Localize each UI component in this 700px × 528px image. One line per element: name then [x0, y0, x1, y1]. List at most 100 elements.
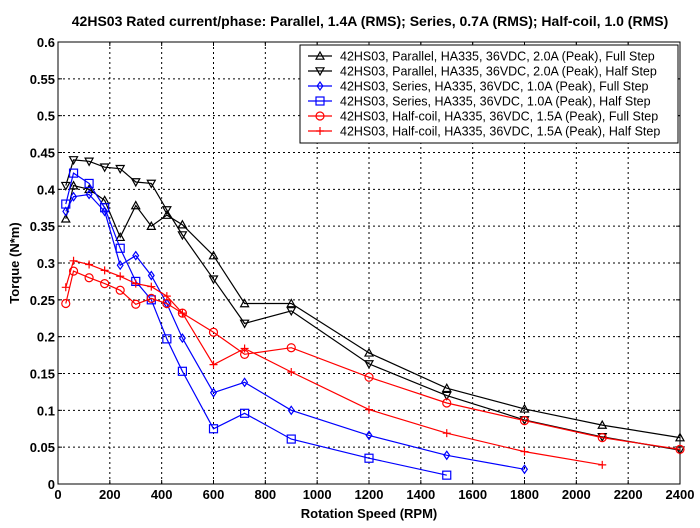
square-marker [208, 424, 219, 434]
plus-marker [316, 127, 324, 135]
y-tick-label: 0.6 [37, 35, 55, 50]
plus-marker [209, 360, 218, 369]
diamond-marker [520, 464, 529, 475]
y-tick-label: 0.55 [30, 72, 55, 87]
x-tick-label: 600 [203, 487, 225, 502]
triangle-down-marker [177, 231, 188, 241]
triangle-down-marker [161, 206, 172, 216]
triangle-up-marker [519, 403, 530, 413]
triangle-up-marker [597, 419, 608, 429]
y-tick-label: 0.5 [37, 109, 55, 124]
x-axis-label: Rotation Speed (RPM) [301, 506, 438, 521]
square-marker [68, 168, 79, 178]
legend-item: 42HS03, Parallel, HA335, 36VDC, 2.0A (Pe… [308, 50, 655, 64]
triangle-up-marker [146, 220, 157, 230]
diamond-marker [241, 377, 249, 388]
triangle-up-marker [177, 219, 188, 229]
series-4 [61, 168, 452, 480]
square-marker [442, 470, 452, 480]
circle-marker [61, 298, 71, 309]
legend-label: 42HS03, Series, HA335, 36VDC, 1.0A (Peak… [340, 80, 649, 94]
legend-label: 42HS03, Parallel, HA335, 36VDC, 2.0A (Pe… [340, 65, 657, 79]
x-tick-label: 2200 [614, 487, 643, 502]
triangle-down-marker [115, 164, 126, 174]
plus-marker [147, 282, 156, 291]
diamond-marker [178, 333, 186, 344]
diamond-marker [101, 206, 109, 217]
series-6 [61, 256, 607, 469]
diamond-marker [70, 191, 78, 202]
square-marker [100, 203, 110, 213]
y-tick-label: 0.4 [37, 182, 56, 197]
triangle-up-marker [363, 347, 375, 357]
triangle-up-marker [208, 250, 219, 260]
plus-marker [178, 309, 187, 318]
triangle-up-marker [68, 180, 79, 190]
series-line [65, 260, 603, 466]
series-line [65, 184, 681, 439]
triangle-up-marker [314, 50, 326, 60]
x-axis: 0 200 400 600 800 1000 1200 1400 1600 1800 2000 220… [54, 42, 694, 502]
legend-item: 42HS03, Series, HA335, 36VDC, 1.0A (Peak… [308, 80, 649, 94]
circle-marker [519, 416, 530, 426]
square-marker [240, 408, 250, 418]
triangle-down-marker [314, 67, 326, 77]
chart-title: 42HS03 Rated current/phase: Parallel, 1.… [72, 13, 668, 29]
y-tick-label: 0.35 [30, 219, 55, 234]
square-marker [286, 434, 296, 444]
y-tick-label: 0.3 [37, 256, 55, 271]
y-tick-label: 0.05 [30, 440, 55, 455]
triangle-down-marker [239, 319, 250, 329]
triangle-down-marker [674, 446, 686, 456]
x-tick-label: 400 [151, 487, 173, 502]
diamond-marker [116, 260, 124, 271]
y-tick-label: 0.15 [30, 367, 55, 382]
triangle-down-marker [68, 156, 79, 166]
triangle-up-marker [239, 298, 250, 308]
triangle-up-marker [286, 298, 297, 308]
plus-marker [131, 279, 140, 288]
square-marker [84, 178, 94, 189]
x-tick-label: 1000 [303, 487, 332, 502]
y-tick-label: 0.1 [37, 403, 55, 418]
y-tick-label: 0.45 [30, 146, 55, 161]
x-tick-label: 2000 [562, 487, 591, 502]
circle-marker [597, 432, 607, 443]
x-tick-label: 1200 [355, 487, 384, 502]
x-tick-label: 200 [99, 487, 121, 502]
legend-label: 42HS03, Half-coil, HA335, 36VDC, 1.5A (P… [340, 125, 660, 139]
legend: 42HS03, Parallel, HA335, 36VDC, 2.0A (Pe… [299, 44, 679, 144]
diamond-marker [132, 250, 140, 261]
legend-item: 42HS03, Parallel, HA335, 36VDC, 2.0A (Pe… [308, 65, 657, 79]
legend-item: 42HS03, Half-coil, HA335, 36VDC, 1.5A (P… [308, 125, 660, 139]
triangle-down-marker [441, 391, 452, 401]
triangle-down-marker [286, 307, 297, 317]
y-axis-label: Torque (N*m) [7, 222, 22, 303]
circle-marker [84, 273, 94, 283]
y-tick-label: 0 [48, 477, 55, 492]
x-tick-label: 0 [54, 487, 61, 502]
triangle-down-marker [130, 178, 141, 188]
plus-marker [100, 266, 109, 275]
legend-box [299, 44, 679, 144]
circle-marker [442, 398, 452, 408]
diamond-marker [365, 430, 373, 441]
circle-marker [115, 285, 125, 295]
y-axis: 0 0.05 0.1 0.15 0.2 0.25 0.3 0.35 0.4 0.45 0.5 0.55… [30, 35, 680, 492]
diamond-marker [209, 387, 218, 398]
triangle-down-marker [146, 179, 157, 189]
square-marker [177, 366, 187, 376]
triangle-down-marker [84, 157, 95, 167]
plus-marker [365, 405, 373, 414]
x-tick-label: 2400 [666, 487, 695, 502]
circle-marker [146, 293, 156, 303]
square-marker [364, 453, 374, 463]
diamond-marker [85, 189, 93, 200]
x-tick-label: 800 [254, 487, 276, 502]
triangle-up-marker [60, 213, 71, 223]
plus-marker [442, 429, 451, 438]
diamond-marker [62, 206, 70, 217]
circle-marker [364, 372, 374, 382]
plus-marker [69, 256, 78, 265]
